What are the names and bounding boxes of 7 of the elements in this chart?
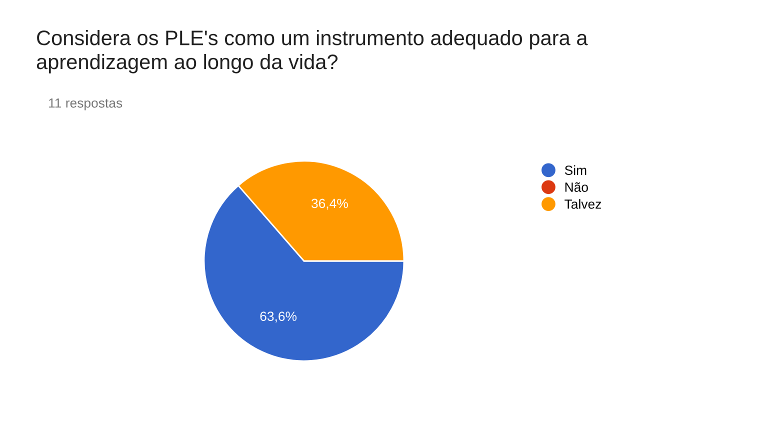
- data-label: 63,6%: [260, 312, 297, 323]
- text: 11 respostas: [49, 98, 122, 110]
- legend-label: Não: [565, 182, 588, 192]
- data-label: 36,4%: [311, 198, 348, 210]
- legend-label: Sim: [564, 165, 586, 175]
- chart-title: Considera os PLE's como um instrumento adequado para a aprendizagem ao longo da vida?: [36, 30, 588, 74]
- legend-label: Talvez: [564, 199, 602, 209]
